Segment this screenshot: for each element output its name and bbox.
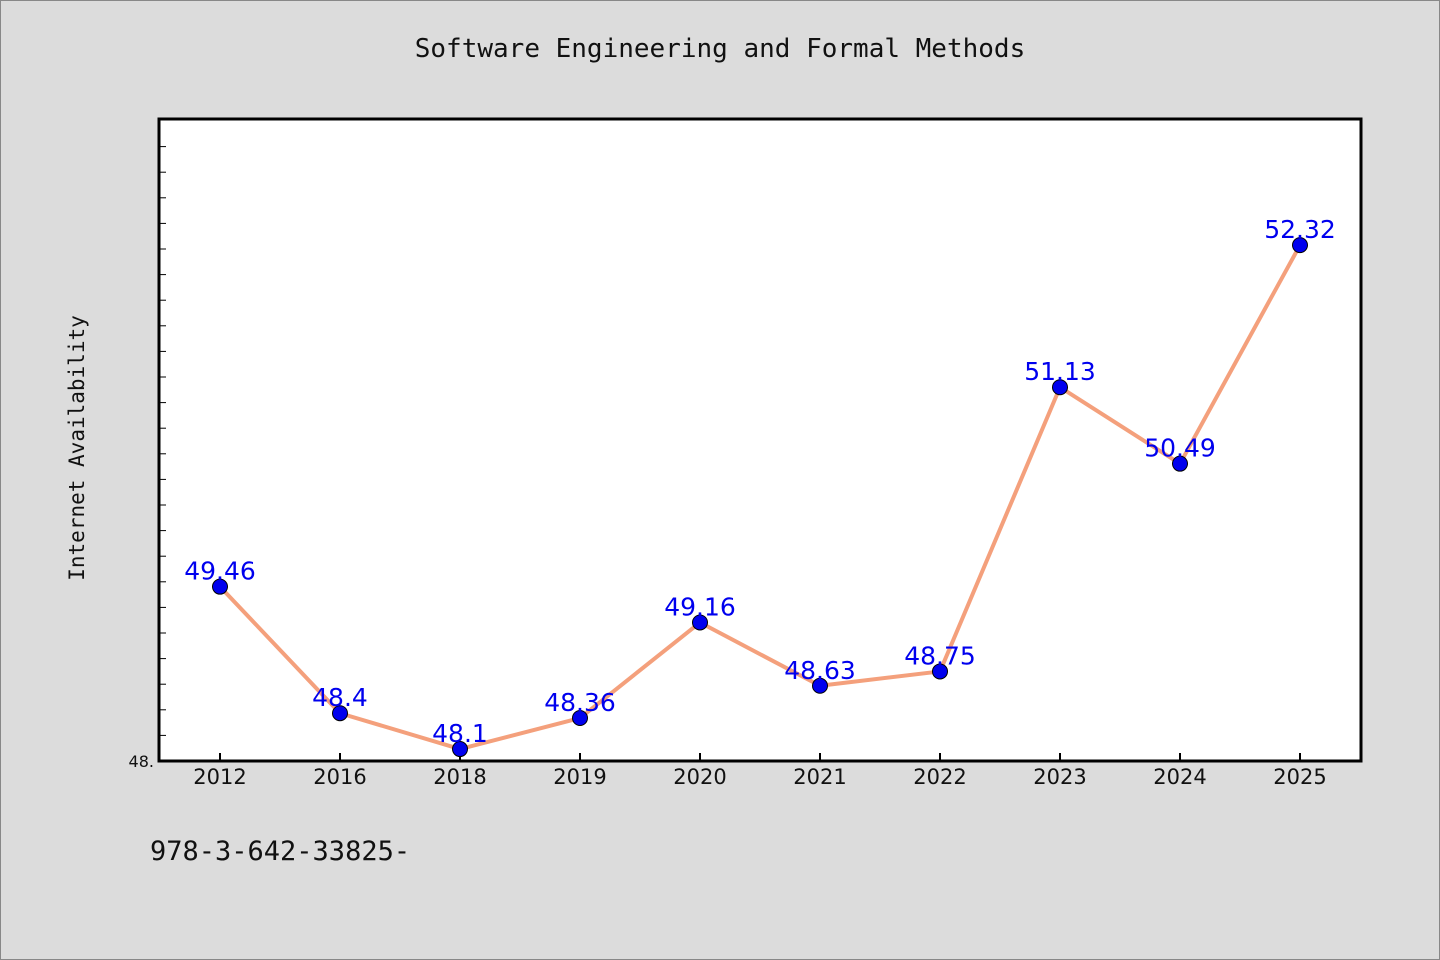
- data-point-marker: [212, 578, 228, 595]
- x-tick-label: 2024: [1153, 765, 1206, 789]
- data-point-marker: [452, 741, 468, 758]
- series-markers: [212, 237, 1308, 758]
- data-point-label: 51.13: [1024, 357, 1096, 386]
- x-tick-label: 2022: [913, 765, 966, 789]
- data-point-label: 50.49: [1144, 434, 1216, 463]
- x-tick-label: 2012: [193, 765, 246, 789]
- x-tick-label: 2018: [433, 765, 486, 789]
- data-point-label: 52.32: [1264, 215, 1336, 244]
- data-point-marker: [692, 614, 708, 631]
- x-axis-ticks: 2012 2016 2018 2019 2020 2021 2022 2023 2024 2025: [193, 753, 1327, 789]
- data-point-marker: [812, 677, 828, 694]
- data-point-label: 48.36: [544, 688, 616, 717]
- data-point-marker: [1172, 455, 1188, 472]
- data-point-marker: [572, 710, 588, 727]
- y-axis-minor-ticks: [159, 146, 166, 736]
- x-tick-label: 2021: [793, 765, 846, 789]
- x-tick-label: 2020: [673, 765, 726, 789]
- x-tick-label: 2025: [1273, 765, 1326, 789]
- data-point-label: 49.16: [664, 592, 736, 621]
- data-point-label: 48.75: [904, 641, 976, 670]
- data-point-label: 48.4: [312, 683, 368, 712]
- data-point-label: 48.63: [784, 656, 856, 685]
- data-point-marker: [1052, 379, 1068, 396]
- x-tick-label: 2016: [313, 765, 366, 789]
- data-point-label: 48.1: [432, 719, 488, 748]
- data-labels: 49.46 48.4 48.1 48.36 49.16 48.63 48.75 51.13 50…: [184, 215, 1336, 748]
- footer-identifier: 978-3-642-33825-: [150, 836, 411, 867]
- series-line: [218, 244, 1302, 752]
- x-tick-label: 2019: [553, 765, 606, 789]
- data-point-marker: [332, 705, 348, 722]
- data-point-marker: [932, 663, 948, 680]
- y-tick-label: 48.: [129, 752, 154, 771]
- chart-title: Software Engineering and Formal Methods: [414, 34, 1026, 64]
- x-tick-label: 2023: [1033, 765, 1086, 789]
- data-point-marker: [1292, 237, 1308, 254]
- data-point-label: 49.46: [184, 557, 256, 586]
